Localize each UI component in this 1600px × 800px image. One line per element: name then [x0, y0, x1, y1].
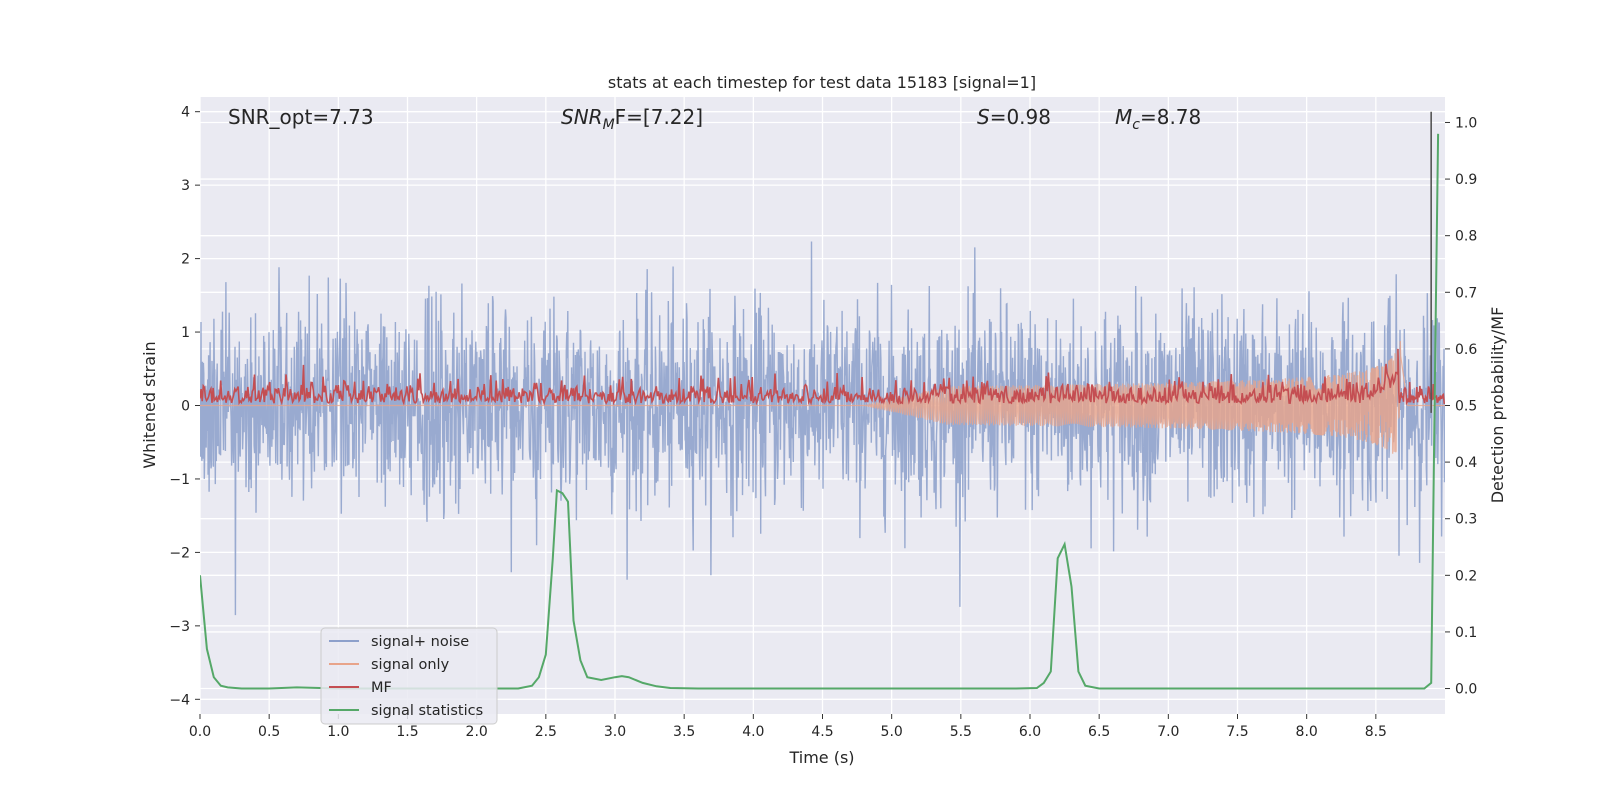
- series-layer: [200, 111, 1445, 690]
- x-tick-label: 5.5: [950, 724, 972, 740]
- x-tick-label: 2.5: [535, 724, 557, 740]
- x-tick-label: 3.5: [673, 724, 695, 740]
- y-tick-label: −4: [169, 692, 190, 708]
- x-tick-label: 4.0: [742, 724, 764, 740]
- x-tick-label: 1.5: [396, 724, 418, 740]
- y-tick-label: 0: [181, 399, 190, 415]
- legend-label-signal-noise: signal+ noise: [371, 634, 469, 650]
- y2-tick-label: 0.8: [1455, 229, 1477, 245]
- annotation-snr-mf-sub: M: [603, 117, 615, 133]
- y2-tick-label: 0.5: [1455, 399, 1477, 415]
- y-tick-label: −2: [169, 545, 190, 561]
- x-tick-label: 0.5: [258, 724, 280, 740]
- legend: signal+ noise signal only MF signal stat…: [320, 627, 498, 725]
- y2-tick-label: 0.0: [1455, 682, 1477, 698]
- x-tick-label: 8.5: [1365, 724, 1387, 740]
- y-tick-label: −1: [169, 472, 190, 488]
- series-signal-only: [200, 340, 1445, 454]
- x-tick-label: 7.5: [1226, 724, 1248, 740]
- legend-label-signal-statistics: signal statistics: [371, 703, 483, 719]
- legend-box: [320, 627, 498, 725]
- legend-label-mf: MF: [371, 680, 392, 696]
- x-tick-label: 1.0: [327, 724, 349, 740]
- x-tick-label: 7.0: [1157, 724, 1179, 740]
- annotation-snr-mf-rest: F=[7.22]: [615, 105, 703, 129]
- annotation-s: S=0.98: [977, 105, 1051, 129]
- series-mf: [200, 348, 1445, 407]
- x-tick-label: 0.0: [189, 724, 211, 740]
- x-tick-label: 5.0: [881, 724, 903, 740]
- y2-tick-label: 0.9: [1455, 172, 1477, 188]
- legend-label-signal-only: signal only: [371, 657, 450, 673]
- x-tick-label: 4.5: [811, 724, 833, 740]
- annotation-mc: Mc=8.78: [1115, 105, 1201, 133]
- x-tick-label: 2.0: [466, 724, 488, 740]
- y2-tick-label: 0.6: [1455, 342, 1477, 358]
- annotation-mc-sub: c: [1132, 117, 1140, 133]
- y2-tick-label: 1.0: [1455, 115, 1477, 131]
- y-tick-label: −3: [169, 619, 190, 635]
- annotation-snr-mf: SNRMF=[7.22]: [561, 105, 703, 133]
- y2-tick-label: 0.2: [1455, 568, 1477, 584]
- x-tick-label: 6.0: [1019, 724, 1041, 740]
- annotation-snr-opt: SNR_opt=7.73: [228, 105, 374, 129]
- y-tick-label: 3: [181, 178, 190, 194]
- y2-tick-label: 0.3: [1455, 512, 1477, 528]
- x-tick-label: 8.0: [1296, 724, 1318, 740]
- ticks: 0.0 0.5 1.0 1.5 2.0 2.5 3.0 3.5 4.0 4.5 5.0 5.5 6.0 6…: [169, 105, 1477, 740]
- y-tick-label: 1: [181, 325, 190, 341]
- annotation-mc-rest: =8.78: [1140, 105, 1201, 129]
- y2-tick-label: 0.7: [1455, 285, 1477, 301]
- x-axis-title: Time (s): [788, 748, 854, 767]
- annotation-s-main: S: [977, 105, 990, 129]
- annotation-snr-mf-main: SNR: [561, 105, 603, 129]
- y-tick-label: 4: [181, 105, 190, 121]
- x-tick-label: 6.5: [1088, 724, 1110, 740]
- y2-tick-label: 0.4: [1455, 455, 1477, 471]
- annotation-mc-main: M: [1115, 105, 1132, 129]
- y2-tick-label: 0.1: [1455, 625, 1477, 641]
- y2-axis-title: Detection probability/MF: [1488, 307, 1507, 504]
- y-axis-title: Whitened strain: [140, 341, 159, 468]
- y-tick-label: 2: [181, 252, 190, 268]
- annotation-s-rest: =0.98: [990, 105, 1051, 129]
- chart-title: stats at each timestep for test data 151…: [608, 73, 1036, 92]
- x-tick-label: 3.0: [604, 724, 626, 740]
